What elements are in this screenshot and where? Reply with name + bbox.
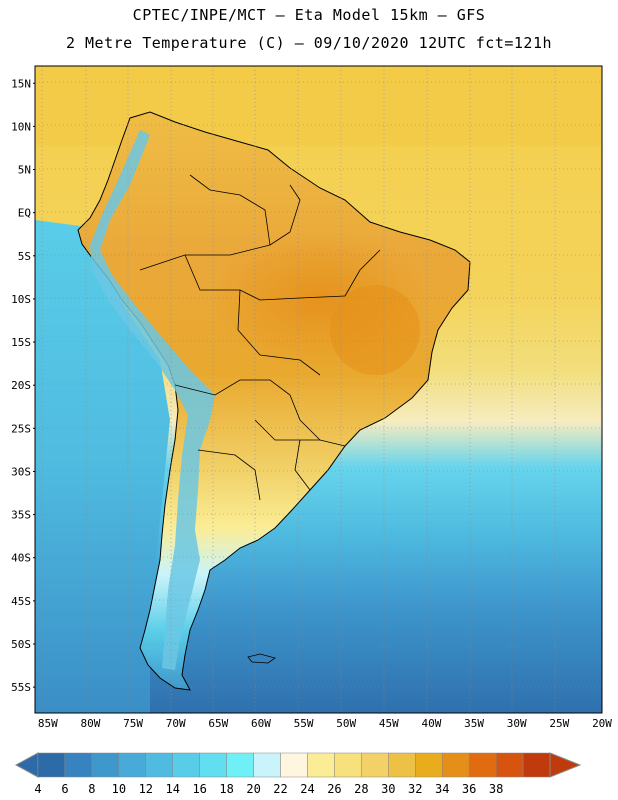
colorbar-label: 10 bbox=[112, 782, 126, 796]
lon-label: 40W bbox=[422, 717, 442, 730]
colorbar-label: 6 bbox=[61, 782, 68, 796]
lat-label: 25S bbox=[11, 422, 31, 435]
caribbean-field bbox=[35, 66, 602, 146]
colorbar-label: 12 bbox=[139, 782, 153, 796]
lat-label: 15N bbox=[11, 77, 31, 90]
hot-core-northeast bbox=[330, 285, 420, 375]
colorbar-label: 36 bbox=[462, 782, 476, 796]
lon-label: 85W bbox=[38, 717, 58, 730]
colorbar: 4 6 8 10 12 14 16 18 20 22 24 26 28 30 32 34 36 38 bbox=[14, 752, 582, 796]
colorbar-swatch bbox=[172, 752, 200, 778]
lat-label: 50S bbox=[11, 638, 31, 651]
lat-label: 35S bbox=[11, 509, 31, 522]
colorbar-label: 18 bbox=[219, 782, 233, 796]
colorbar-swatch bbox=[91, 752, 120, 778]
colorbar-label: 32 bbox=[408, 782, 422, 796]
lon-label: 70W bbox=[166, 717, 186, 730]
lat-label: EQ bbox=[18, 207, 31, 220]
colorbar-label: 34 bbox=[435, 782, 449, 796]
falkland-islands bbox=[247, 653, 276, 664]
lat-label: 15S bbox=[11, 336, 31, 349]
lon-label: 60W bbox=[251, 717, 271, 730]
lat-label: 5N bbox=[18, 164, 31, 177]
colorbar-swatch bbox=[388, 752, 416, 778]
lon-label: 25W bbox=[549, 717, 569, 730]
lon-label: 20W bbox=[592, 717, 612, 730]
lat-label: 55S bbox=[11, 681, 31, 694]
lon-label: 55W bbox=[294, 717, 314, 730]
lat-label: 5S bbox=[18, 250, 31, 263]
colorbar-swatch bbox=[64, 752, 93, 778]
lat-label: 40S bbox=[11, 552, 31, 565]
lon-label: 65W bbox=[208, 717, 228, 730]
graticule bbox=[35, 66, 602, 713]
map-title: CPTEC/INPE/MCT – Eta Model 15km – GFS bbox=[132, 6, 486, 24]
lat-label: 10N bbox=[11, 120, 31, 133]
colorbar-low-arrow bbox=[14, 752, 39, 778]
colorbar-swatch bbox=[307, 752, 335, 778]
colorbar-swatch bbox=[253, 752, 281, 778]
colorbar-label: 16 bbox=[192, 782, 206, 796]
colorbar-swatch bbox=[199, 752, 227, 778]
colorbar-label: 8 bbox=[88, 782, 95, 796]
colorbar-swatch bbox=[495, 752, 524, 778]
colorbar-swatch bbox=[415, 752, 443, 778]
lat-label: 30S bbox=[11, 465, 31, 478]
colorbar-swatch bbox=[118, 752, 147, 778]
andes-cold-strip bbox=[90, 130, 215, 670]
map-frame bbox=[34, 65, 603, 714]
lat-label: 10S bbox=[11, 293, 31, 306]
lon-label: 75W bbox=[123, 717, 143, 730]
lon-label: 45W bbox=[379, 717, 399, 730]
lon-label: 80W bbox=[80, 717, 100, 730]
colorbar-label: 20 bbox=[246, 782, 260, 796]
country-borders bbox=[139, 174, 381, 501]
colorbar-swatch bbox=[334, 752, 362, 778]
colorbar-label: 30 bbox=[381, 782, 395, 796]
colorbar-label: 26 bbox=[327, 782, 341, 796]
colorbar-swatch bbox=[37, 752, 66, 778]
lon-label: 30W bbox=[507, 717, 527, 730]
map-subtitle: 2 Metre Temperature (C) – 09/10/2020 12U… bbox=[65, 34, 553, 52]
colorbar-label: 38 bbox=[489, 782, 503, 796]
colorbar-swatch bbox=[522, 752, 551, 778]
colorbar-swatch bbox=[226, 752, 254, 778]
lon-label: 50W bbox=[336, 717, 356, 730]
lat-label: 20S bbox=[11, 379, 31, 392]
colorbar-high-arrow bbox=[549, 752, 582, 778]
colorbar-label: 22 bbox=[273, 782, 287, 796]
lon-label: 35W bbox=[464, 717, 484, 730]
colorbar-swatch bbox=[280, 752, 308, 778]
colorbar-swatch bbox=[361, 752, 389, 778]
colorbar-swatch bbox=[468, 752, 497, 778]
colorbar-swatch bbox=[441, 752, 470, 778]
lat-label: 45S bbox=[11, 595, 31, 608]
pacific-ocean-field bbox=[35, 220, 170, 713]
colorbar-swatch bbox=[145, 752, 173, 778]
longitude-labels: 85W 80W 75W 70W 65W 60W 55W 50W 45W 40W 35W 30W 25W 2… bbox=[38, 717, 612, 730]
latitude-labels: 15N 10N 5N EQ 5S 10S 15S 20S 25S 30S 35S 40S 45S 50S 5… bbox=[11, 77, 35, 694]
colorbar-label: 24 bbox=[300, 782, 314, 796]
colorbar-label: 14 bbox=[166, 782, 180, 796]
colorbar-label: 28 bbox=[354, 782, 368, 796]
colorbar-label: 4 bbox=[34, 782, 41, 796]
